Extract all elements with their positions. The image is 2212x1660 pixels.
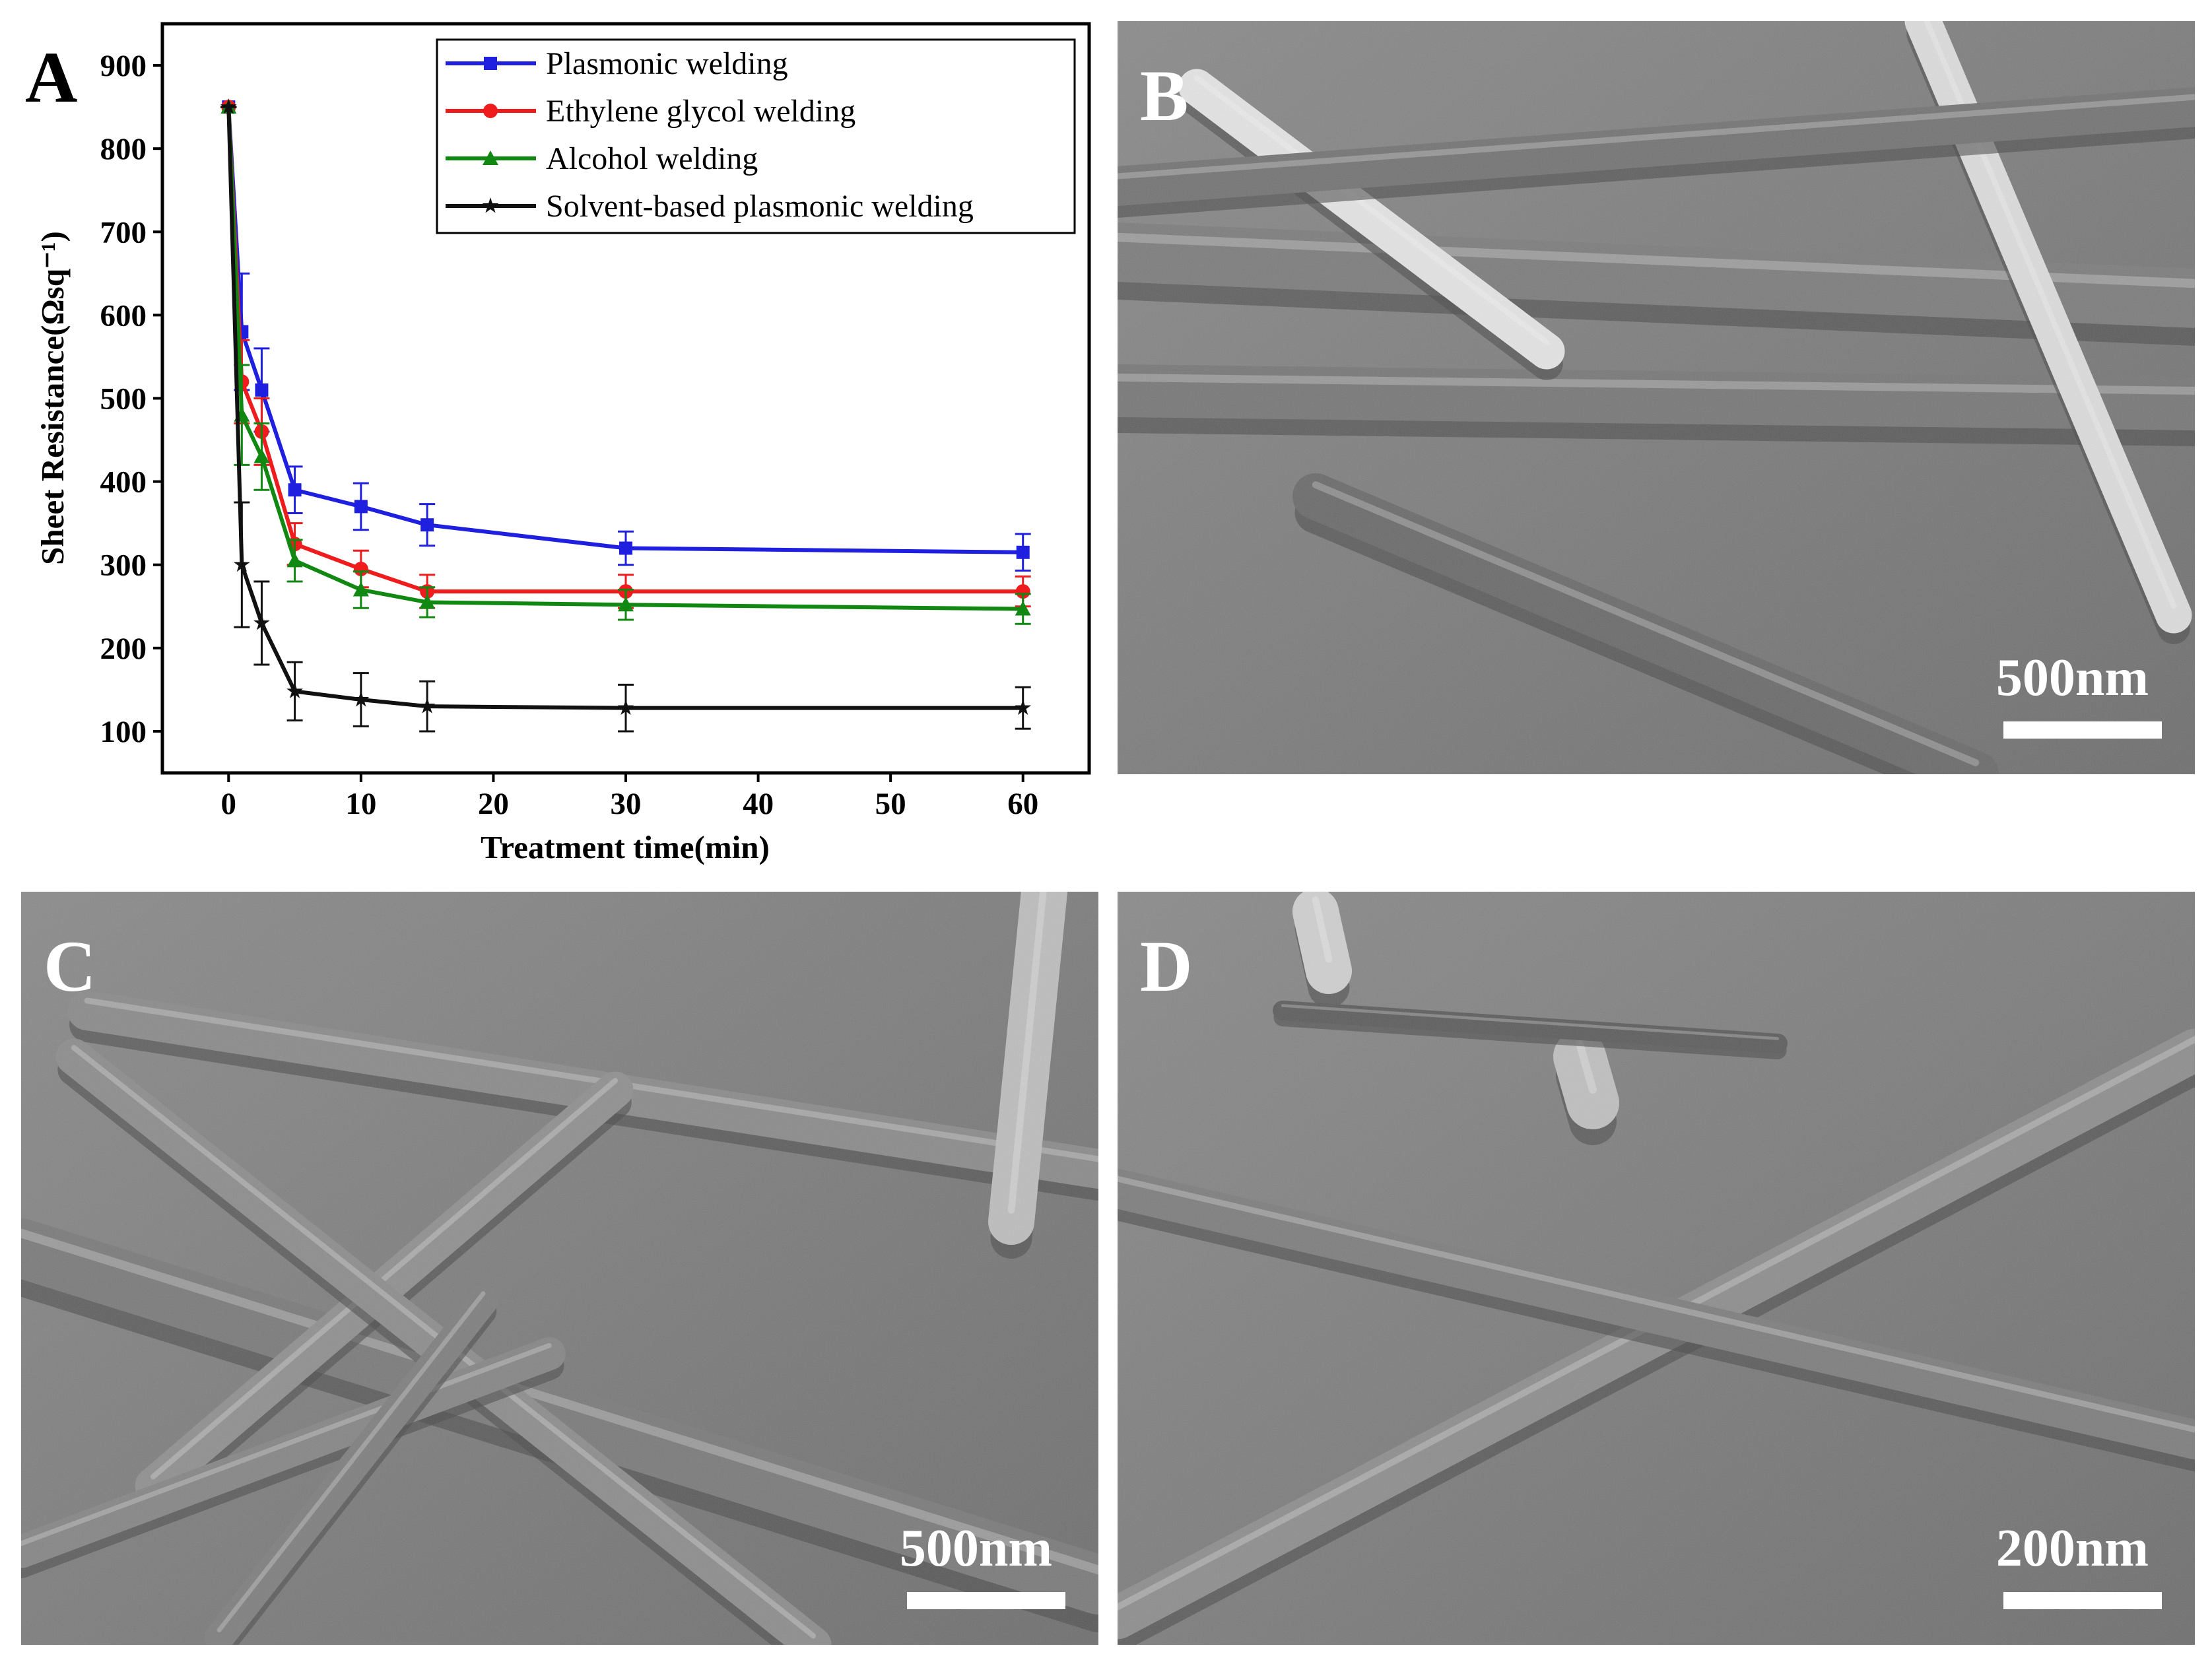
sem-image: C 500nm xyxy=(21,892,1098,1645)
sem-content xyxy=(21,892,1098,1645)
y-tick-label: 200 xyxy=(100,632,147,666)
y-tick-label: 500 xyxy=(100,382,147,416)
legend-label: Ethylene glycol welding xyxy=(546,94,855,129)
y-tick-label: 900 xyxy=(100,49,147,83)
marker xyxy=(286,682,303,698)
x-tick-label: 50 xyxy=(875,787,906,821)
legend-label: Alcohol welding xyxy=(546,141,758,176)
marker xyxy=(482,197,499,213)
x-tick-label: 0 xyxy=(221,787,237,821)
y-tick-label: 600 xyxy=(100,298,147,333)
y-tick-label: 700 xyxy=(100,215,147,249)
marker xyxy=(286,552,303,568)
panel-letter: D xyxy=(1140,926,1192,1007)
x-axis-label: Treatment time(min) xyxy=(481,829,770,865)
series-line xyxy=(226,106,1023,594)
panel-letter: A xyxy=(25,37,77,117)
marker xyxy=(354,500,368,514)
scale-bar-label: 200nm xyxy=(1996,1519,2149,1577)
marker xyxy=(352,691,370,707)
marker xyxy=(255,383,269,397)
scale-bar-label: 500nm xyxy=(1996,649,2149,707)
sem-image: D 200nm xyxy=(1118,892,2195,1645)
x-tick-label: 20 xyxy=(478,787,509,821)
legend-box xyxy=(436,38,1076,234)
marker xyxy=(619,541,632,555)
y-tick-label: 800 xyxy=(100,132,147,166)
marker xyxy=(220,98,237,114)
marker xyxy=(420,518,434,532)
legend-label: Plasmonic welding xyxy=(546,46,788,81)
x-tick-label: 30 xyxy=(611,787,642,821)
scale-bar xyxy=(2003,1592,2162,1609)
marker xyxy=(253,448,270,463)
series-line xyxy=(226,106,1023,554)
sem-content xyxy=(1118,892,2195,1645)
sem-noise xyxy=(21,892,1098,1645)
legend-label: Solvent-based plasmonic welding xyxy=(546,189,974,224)
marker xyxy=(353,562,368,577)
marker xyxy=(233,556,250,572)
scale-bar-label: 500nm xyxy=(900,1519,1052,1577)
series-line xyxy=(226,106,1023,611)
marker xyxy=(618,597,634,612)
marker xyxy=(1015,699,1032,715)
marker xyxy=(1015,601,1031,616)
sem-noise xyxy=(1118,892,2195,1645)
scale-bar xyxy=(2003,721,2162,739)
marker xyxy=(419,594,436,609)
marker xyxy=(484,57,497,70)
x-tick-label: 60 xyxy=(1007,787,1038,821)
marker xyxy=(1015,584,1030,599)
marker xyxy=(253,614,270,630)
sem-image: B 500nm xyxy=(1118,21,2195,774)
x-tick-label: 10 xyxy=(345,787,376,821)
x-tick-label: 40 xyxy=(743,787,774,821)
marker xyxy=(419,698,436,714)
scale-bar xyxy=(907,1592,1065,1609)
marker xyxy=(352,581,369,597)
series-line xyxy=(226,107,1023,710)
sem-content xyxy=(1118,21,2195,774)
marker xyxy=(288,483,302,497)
marker xyxy=(617,699,634,715)
y-tick-label: 100 xyxy=(100,715,147,749)
y-tick-label: 300 xyxy=(100,548,147,583)
panel-letter: B xyxy=(1140,55,1188,136)
y-axis-label: Sheet Resistance(Ωsq⁻¹) xyxy=(34,231,71,565)
marker xyxy=(1016,545,1030,559)
y-tick-label: 400 xyxy=(100,465,147,500)
marker xyxy=(483,104,498,118)
marker xyxy=(483,150,498,165)
panel-letter: C xyxy=(44,926,96,1007)
sem-noise xyxy=(1118,21,2195,774)
